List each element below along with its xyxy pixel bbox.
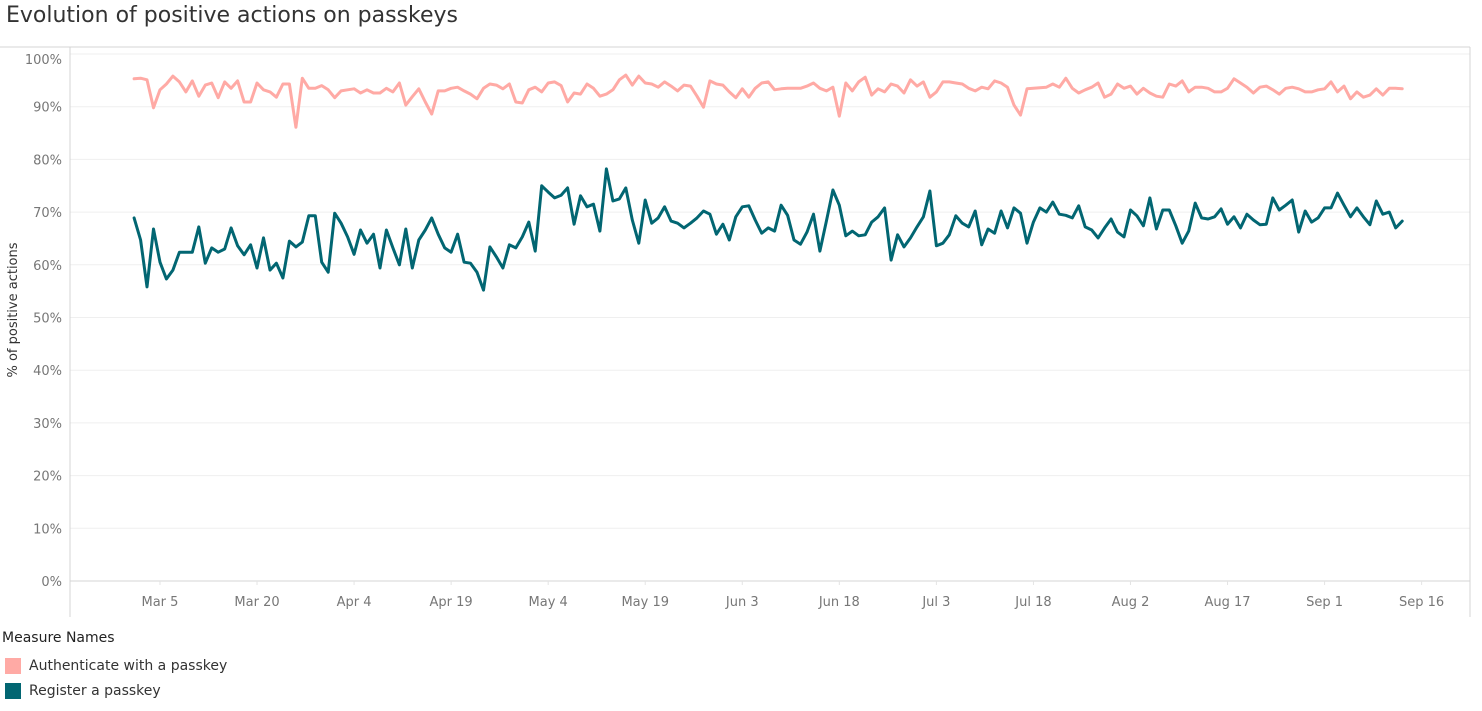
y-tick-label: 40% — [33, 364, 62, 379]
series-line-register[interactable] — [132, 167, 1404, 292]
x-tick-label: Aug 2 — [1112, 595, 1150, 610]
x-axis-ticks: Mar 5 Mar 20 Apr 4 Apr 19 May 4 May 19 Jun 3 Ju… — [142, 581, 1444, 610]
x-tick-label: May 19 — [621, 595, 669, 610]
x-tick-label: Jun 3 — [725, 595, 759, 610]
y-axis-title: % of positive actions — [6, 242, 21, 377]
y-tick-label: 10% — [33, 522, 62, 537]
x-tick-label: Jul 3 — [921, 595, 950, 610]
x-tick-label: Mar 20 — [234, 595, 279, 610]
x-tick-label: May 4 — [529, 595, 568, 610]
y-tick-label: 0% — [41, 575, 62, 590]
chart-frame — [0, 46, 1471, 617]
x-tick-label: Jun 18 — [818, 595, 860, 610]
x-tick-label: Apr 4 — [337, 595, 372, 610]
chart-title: Evolution of positive actions on passkey… — [6, 3, 458, 28]
y-tick-label: 70% — [33, 206, 62, 221]
legend-item-authenticate[interactable]: Authenticate with a passkey — [2, 653, 227, 678]
legend-item-register[interactable]: Register a passkey — [2, 678, 227, 703]
x-tick-label: Apr 19 — [430, 595, 473, 610]
legend-swatch-authenticate — [5, 657, 21, 674]
y-tick-label: 80% — [33, 153, 62, 168]
series-line-authenticate[interactable] — [132, 73, 1404, 129]
y-tick-label: 20% — [33, 470, 62, 485]
x-tick-label: Sep 16 — [1399, 595, 1444, 610]
y-tick-label: 30% — [33, 417, 62, 432]
x-tick-label: Sep 1 — [1306, 595, 1343, 610]
legend: Measure Names Authenticate with a passke… — [2, 630, 227, 703]
legend-label-authenticate: Authenticate with a passkey — [29, 657, 228, 674]
x-tick-label: Aug 17 — [1204, 595, 1250, 610]
gridlines — [70, 53, 1470, 529]
y-tick-label: 50% — [33, 312, 62, 327]
y-tick-label: 100% — [25, 53, 62, 68]
y-axis-ticks: 0% 10% 20% 30% 40% 50% 60% 70% 80% 90% 100% — [25, 53, 62, 590]
y-tick-label: 90% — [33, 101, 62, 116]
legend-title: Measure Names — [2, 630, 115, 646]
legend-swatch-register — [5, 682, 21, 699]
legend-label-register: Register a passkey — [29, 682, 161, 699]
y-tick-label: 60% — [33, 259, 62, 274]
x-tick-label: Mar 5 — [142, 595, 179, 610]
series-lines — [132, 73, 1404, 292]
x-tick-label: Jul 18 — [1014, 595, 1051, 610]
